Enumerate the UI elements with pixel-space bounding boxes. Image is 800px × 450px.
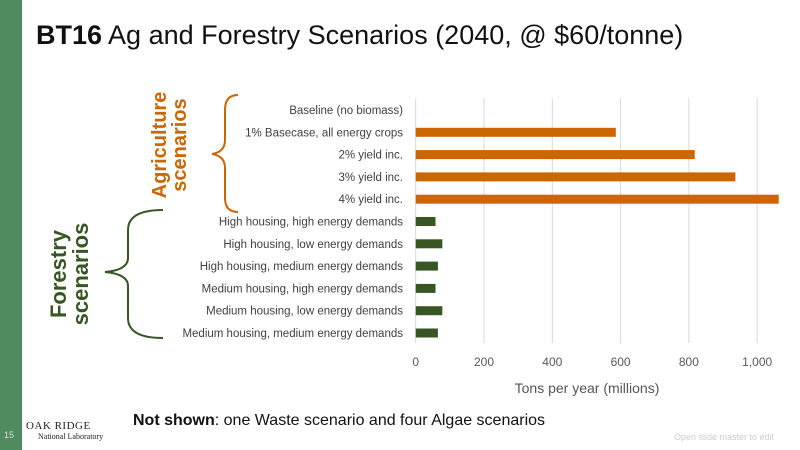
x-tick-label: 800 [679,355,699,369]
bar-agriculture [415,127,616,137]
title-rest: Ag and Forestry Scenarios (2040, @ $60/t… [102,20,684,50]
category-label: 4% yield inc. [338,194,403,206]
category-label: 1% Basecase, all energy crops [245,127,403,139]
agriculture-bracket [211,94,239,213]
category-label: 3% yield inc. [338,172,403,184]
x-tick-label: 600 [611,355,631,369]
oak-ridge-logo: OAK RIDGE National Laboratory [26,420,104,441]
category-label: Baseline (no biomass) [289,105,403,117]
bar-agriculture [415,194,779,204]
x-tick-label: 200 [474,355,494,369]
category-label: High housing, medium energy demands [200,261,404,273]
category-label: Medium housing, high energy demands [202,283,404,295]
bar-agriculture [415,150,695,160]
bar-forestry [415,328,438,338]
bar-chart: Baseline (no biomass) 1% Basecase, all en… [104,94,779,396]
slide-number: 15 [4,430,15,440]
title-bold: BT16 [36,20,103,50]
forestry-group-label: Forestry scenarios [46,222,93,326]
bar-agriculture [415,172,736,182]
bar-forestry [415,306,443,316]
bar-forestry [415,261,438,271]
page-title: BT16 Ag and Forestry Scenarios (2040, @ … [36,20,683,51]
category-label: High housing, high energy demands [219,217,403,229]
category-label: 2% yield inc. [338,150,403,162]
bar-forestry [415,239,443,249]
category-label: Medium housing, low energy demands [206,306,403,318]
footnote: Not shown: one Waste scenario and four A… [133,412,546,429]
bar-forestry [415,217,436,226]
x-tick-label: 1,000 [742,355,772,369]
agriculture-group-label: Agriculture scenarios [149,91,191,199]
category-label: High housing, low energy demands [223,239,403,251]
forestry-bracket [104,209,164,339]
slide-master-hint: Open slide master to edit [673,432,774,442]
x-axis-title: Tons per year (millions) [515,380,660,396]
x-tick-label: 400 [542,355,562,369]
sidebar-accent [0,0,22,450]
category-label: Medium housing, medium energy demands [182,328,403,340]
x-tick-label: 0 [412,355,419,369]
bar-forestry [415,283,436,293]
